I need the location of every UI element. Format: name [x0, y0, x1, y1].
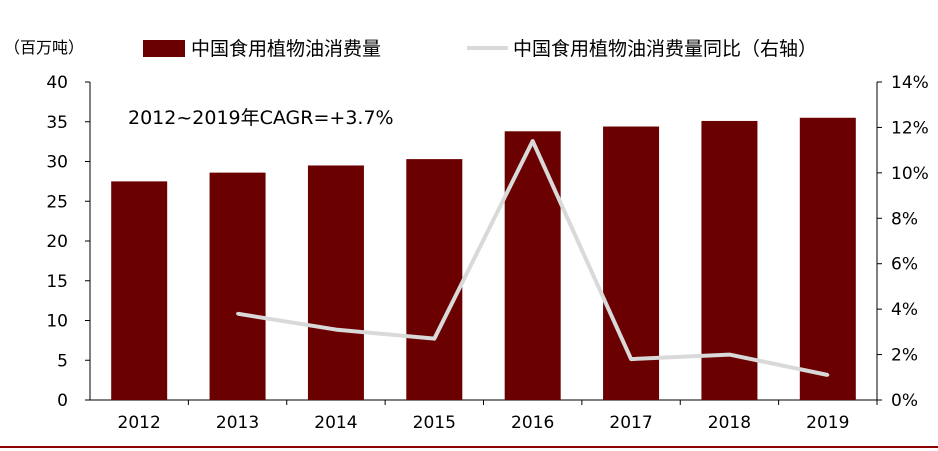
right-tick-label: 10%: [891, 164, 929, 184]
growth-point: [727, 353, 731, 357]
right-axis-ticks: 0% 2% 4% 6% 8% 10% 12% 14%: [877, 73, 929, 411]
growth-point: [334, 328, 338, 332]
left-tick-label: 40: [46, 73, 68, 93]
right-tick-label: 4%: [891, 300, 918, 320]
legend-line-label: 中国食用植物油消费量同比（右轴）: [513, 38, 817, 60]
left-tick-label: 25: [46, 192, 68, 212]
x-tick-label: 2019: [806, 413, 849, 433]
right-tick-label: 0%: [891, 391, 918, 411]
x-tick-label: 2012: [118, 413, 161, 433]
left-axis-ticks: 0 5 10 15 20 25 30 35 40: [46, 73, 90, 411]
x-tick-label: 2014: [314, 413, 357, 433]
bar: [111, 181, 168, 400]
bar: [504, 131, 561, 401]
legend-bar-label: 中国食用植物油消费量: [191, 38, 381, 60]
x-axis-labels: 2012 2013 2014 2015 2016 2017 2018 2019: [118, 400, 878, 433]
cagr-annotation: 2012~2019年CAGR=+3.7%: [128, 107, 394, 129]
bar: [799, 117, 856, 401]
right-tick-label: 8%: [891, 209, 918, 229]
bar: [406, 159, 463, 400]
growth-point: [432, 337, 436, 341]
left-tick-label: 15: [46, 272, 68, 292]
growth-point: [629, 357, 633, 361]
left-tick-label: 20: [46, 232, 68, 252]
right-tick-label: 2%: [891, 346, 918, 366]
bar: [307, 165, 364, 400]
x-tick-label: 2017: [609, 413, 652, 433]
x-tick-label: 2015: [413, 413, 456, 433]
right-tick-label: 12%: [891, 118, 929, 138]
left-tick-label: 10: [46, 312, 68, 332]
left-tick-label: 35: [46, 113, 68, 133]
left-tick-label: 0: [57, 391, 68, 411]
growth-point: [531, 139, 535, 143]
growth-point: [236, 312, 240, 316]
x-tick-label: 2016: [511, 413, 554, 433]
line-series: [236, 139, 830, 377]
bar: [209, 172, 266, 400]
x-tick-label: 2018: [708, 413, 751, 433]
right-tick-label: 6%: [891, 255, 918, 275]
right-tick-label: 14%: [891, 73, 929, 93]
bottom-rule: [0, 446, 938, 448]
left-tick-label: 5: [57, 351, 68, 371]
x-tick-label: 2013: [216, 413, 259, 433]
legend-bar-swatch: [143, 40, 185, 57]
left-tick-label: 30: [46, 153, 68, 173]
left-axis-unit-label: （百万吨）: [4, 38, 84, 57]
growth-point: [826, 373, 830, 377]
